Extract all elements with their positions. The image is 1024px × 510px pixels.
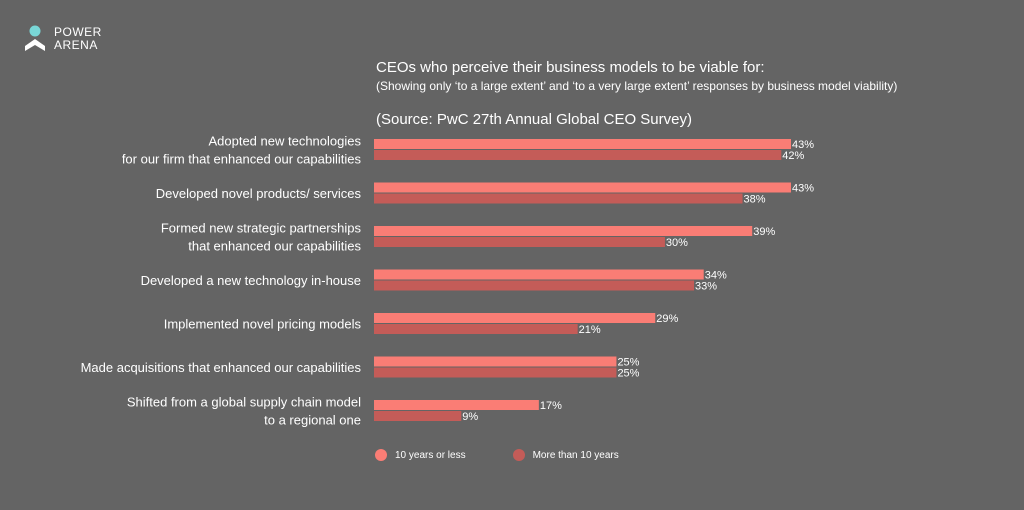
data-label-adopted-new-technologies-for-our-firm-that-enhanced-our-capabilities-10-years-or-less: 43% bbox=[792, 139, 814, 151]
data-label-implemented-novel-pricing-models-more-than-10-years: 21% bbox=[579, 324, 601, 336]
legend-item-more-than-10-years: More than 10 years bbox=[512, 449, 619, 461]
chart-subtitle: (Showing only ‘to a large extent’ and ‘t… bbox=[376, 79, 898, 93]
category-label-implemented-novel-pricing-models: Implemented novel pricing models bbox=[164, 317, 362, 332]
data-label-developed-novel-products-services-10-years-or-less: 43% bbox=[792, 183, 814, 195]
brand-line-1: POWER bbox=[54, 25, 102, 39]
chart-legend: 10 years or less More than 10 years bbox=[375, 449, 619, 461]
bar-formed-new-strategic-partnerships-that-enhanced-our-capabilities-more-than-10-years bbox=[374, 237, 665, 247]
legend-swatch-10-years-or-less bbox=[375, 449, 387, 461]
chart-source: (Source: PwC 27th Annual Global CEO Surv… bbox=[376, 111, 692, 128]
power-arena-logo-icon bbox=[25, 25, 45, 51]
category-label-adopted-new-technologies-for-our-firm-that-enhanced-our-capabilities-line-1: Adopted new technologies bbox=[208, 134, 361, 149]
category-label-shifted-from-a-global-supply-chain-model-to-a-regional-one-line-1: Shifted from a global supply chain model bbox=[127, 395, 361, 410]
bar-formed-new-strategic-partnerships-that-enhanced-our-capabilities-10-years-or-less bbox=[374, 226, 753, 236]
data-label-developed-a-new-technology-in-house-10-years-or-less: 34% bbox=[705, 270, 727, 282]
data-label-developed-novel-products-services-more-than-10-years: 38% bbox=[744, 194, 766, 206]
category-label-developed-a-new-technology-in-house: Developed a new technology in-house bbox=[141, 273, 361, 288]
bar-made-acquisitions-that-enhanced-our-capabilities-10-years-or-less bbox=[374, 356, 617, 367]
data-label-formed-new-strategic-partnerships-that-enhanced-our-capabilities-10-years-or-less: 39% bbox=[753, 226, 775, 238]
data-label-developed-a-new-technology-in-house-more-than-10-years: 33% bbox=[695, 281, 717, 293]
category-label-formed-new-strategic-partnerships-that-enhanced-our-capabilities-line-2: that enhanced our capabilities bbox=[188, 239, 361, 254]
bar-made-acquisitions-that-enhanced-our-capabilities-more-than-10-years bbox=[374, 367, 617, 378]
category-label-made-acquisitions-that-enhanced-our-capabilities: Made acquisitions that enhanced our capa… bbox=[81, 360, 362, 375]
bar-shifted-from-a-global-supply-chain-model-to-a-regional-one-10-years-or-less bbox=[374, 400, 539, 410]
category-label-shifted-from-a-global-supply-chain-model-to-a-regional-one-line-2: to a regional one bbox=[264, 413, 361, 428]
legend-label-more-than-10-years: More than 10 years bbox=[532, 449, 619, 461]
category-label-adopted-new-technologies-for-our-firm-that-enhanced-our-capabilities-line-2: for our firm that enhanced our capabilit… bbox=[122, 152, 362, 167]
bar-developed-novel-products-services-10-years-or-less bbox=[374, 182, 791, 193]
brand-line-2: ARENA bbox=[54, 38, 98, 52]
data-label-shifted-from-a-global-supply-chain-model-to-a-regional-one-10-years-or-less: 17% bbox=[540, 400, 562, 412]
data-label-made-acquisitions-that-enhanced-our-capabilities-more-than-10-years: 25% bbox=[617, 368, 639, 380]
bar-developed-novel-products-services-more-than-10-years bbox=[374, 193, 743, 204]
bar-implemented-novel-pricing-models-10-years-or-less bbox=[374, 313, 656, 323]
bar-shifted-from-a-global-supply-chain-model-to-a-regional-one-more-than-10-years bbox=[374, 411, 462, 421]
data-label-adopted-new-technologies-for-our-firm-that-enhanced-our-capabilities-more-than-10-years: 42% bbox=[782, 150, 804, 162]
brand-logo: POWER ARENA bbox=[24, 24, 102, 54]
bar-adopted-new-technologies-for-our-firm-that-enhanced-our-capabilities-10-years-or-less bbox=[374, 139, 791, 149]
chart-title: CEOs who perceive their business models … bbox=[376, 59, 765, 76]
category-label-developed-novel-products-services: Developed novel products/ services bbox=[156, 186, 362, 201]
logo-top-dot bbox=[29, 25, 41, 37]
category-label-formed-new-strategic-partnerships-that-enhanced-our-capabilities-line-1: Formed new strategic partnerships bbox=[161, 221, 362, 236]
bar-implemented-novel-pricing-models-more-than-10-years bbox=[374, 324, 578, 334]
bar-developed-a-new-technology-in-house-more-than-10-years bbox=[374, 280, 695, 291]
data-label-formed-new-strategic-partnerships-that-enhanced-our-capabilities-more-than-10-years: 30% bbox=[666, 237, 688, 249]
logo-bottom-shape bbox=[25, 39, 45, 51]
data-label-shifted-from-a-global-supply-chain-model-to-a-regional-one-more-than-10-years: 9% bbox=[462, 411, 478, 423]
legend-item-10-years-or-less: 10 years or less bbox=[375, 449, 466, 461]
legend-label-10-years-or-less: 10 years or less bbox=[395, 449, 466, 461]
data-label-made-acquisitions-that-enhanced-our-capabilities-10-years-or-less: 25% bbox=[617, 357, 639, 369]
bar-adopted-new-technologies-for-our-firm-that-enhanced-our-capabilities-more-than-10-years bbox=[374, 150, 782, 160]
brand-name: POWER ARENA bbox=[54, 26, 102, 52]
bar-developed-a-new-technology-in-house-10-years-or-less bbox=[374, 269, 704, 280]
data-label-implemented-novel-pricing-models-10-years-or-less: 29% bbox=[656, 313, 678, 325]
header: CEOs who perceive their business models … bbox=[376, 59, 996, 129]
legend-swatch-more-than-10-years bbox=[512, 449, 525, 461]
